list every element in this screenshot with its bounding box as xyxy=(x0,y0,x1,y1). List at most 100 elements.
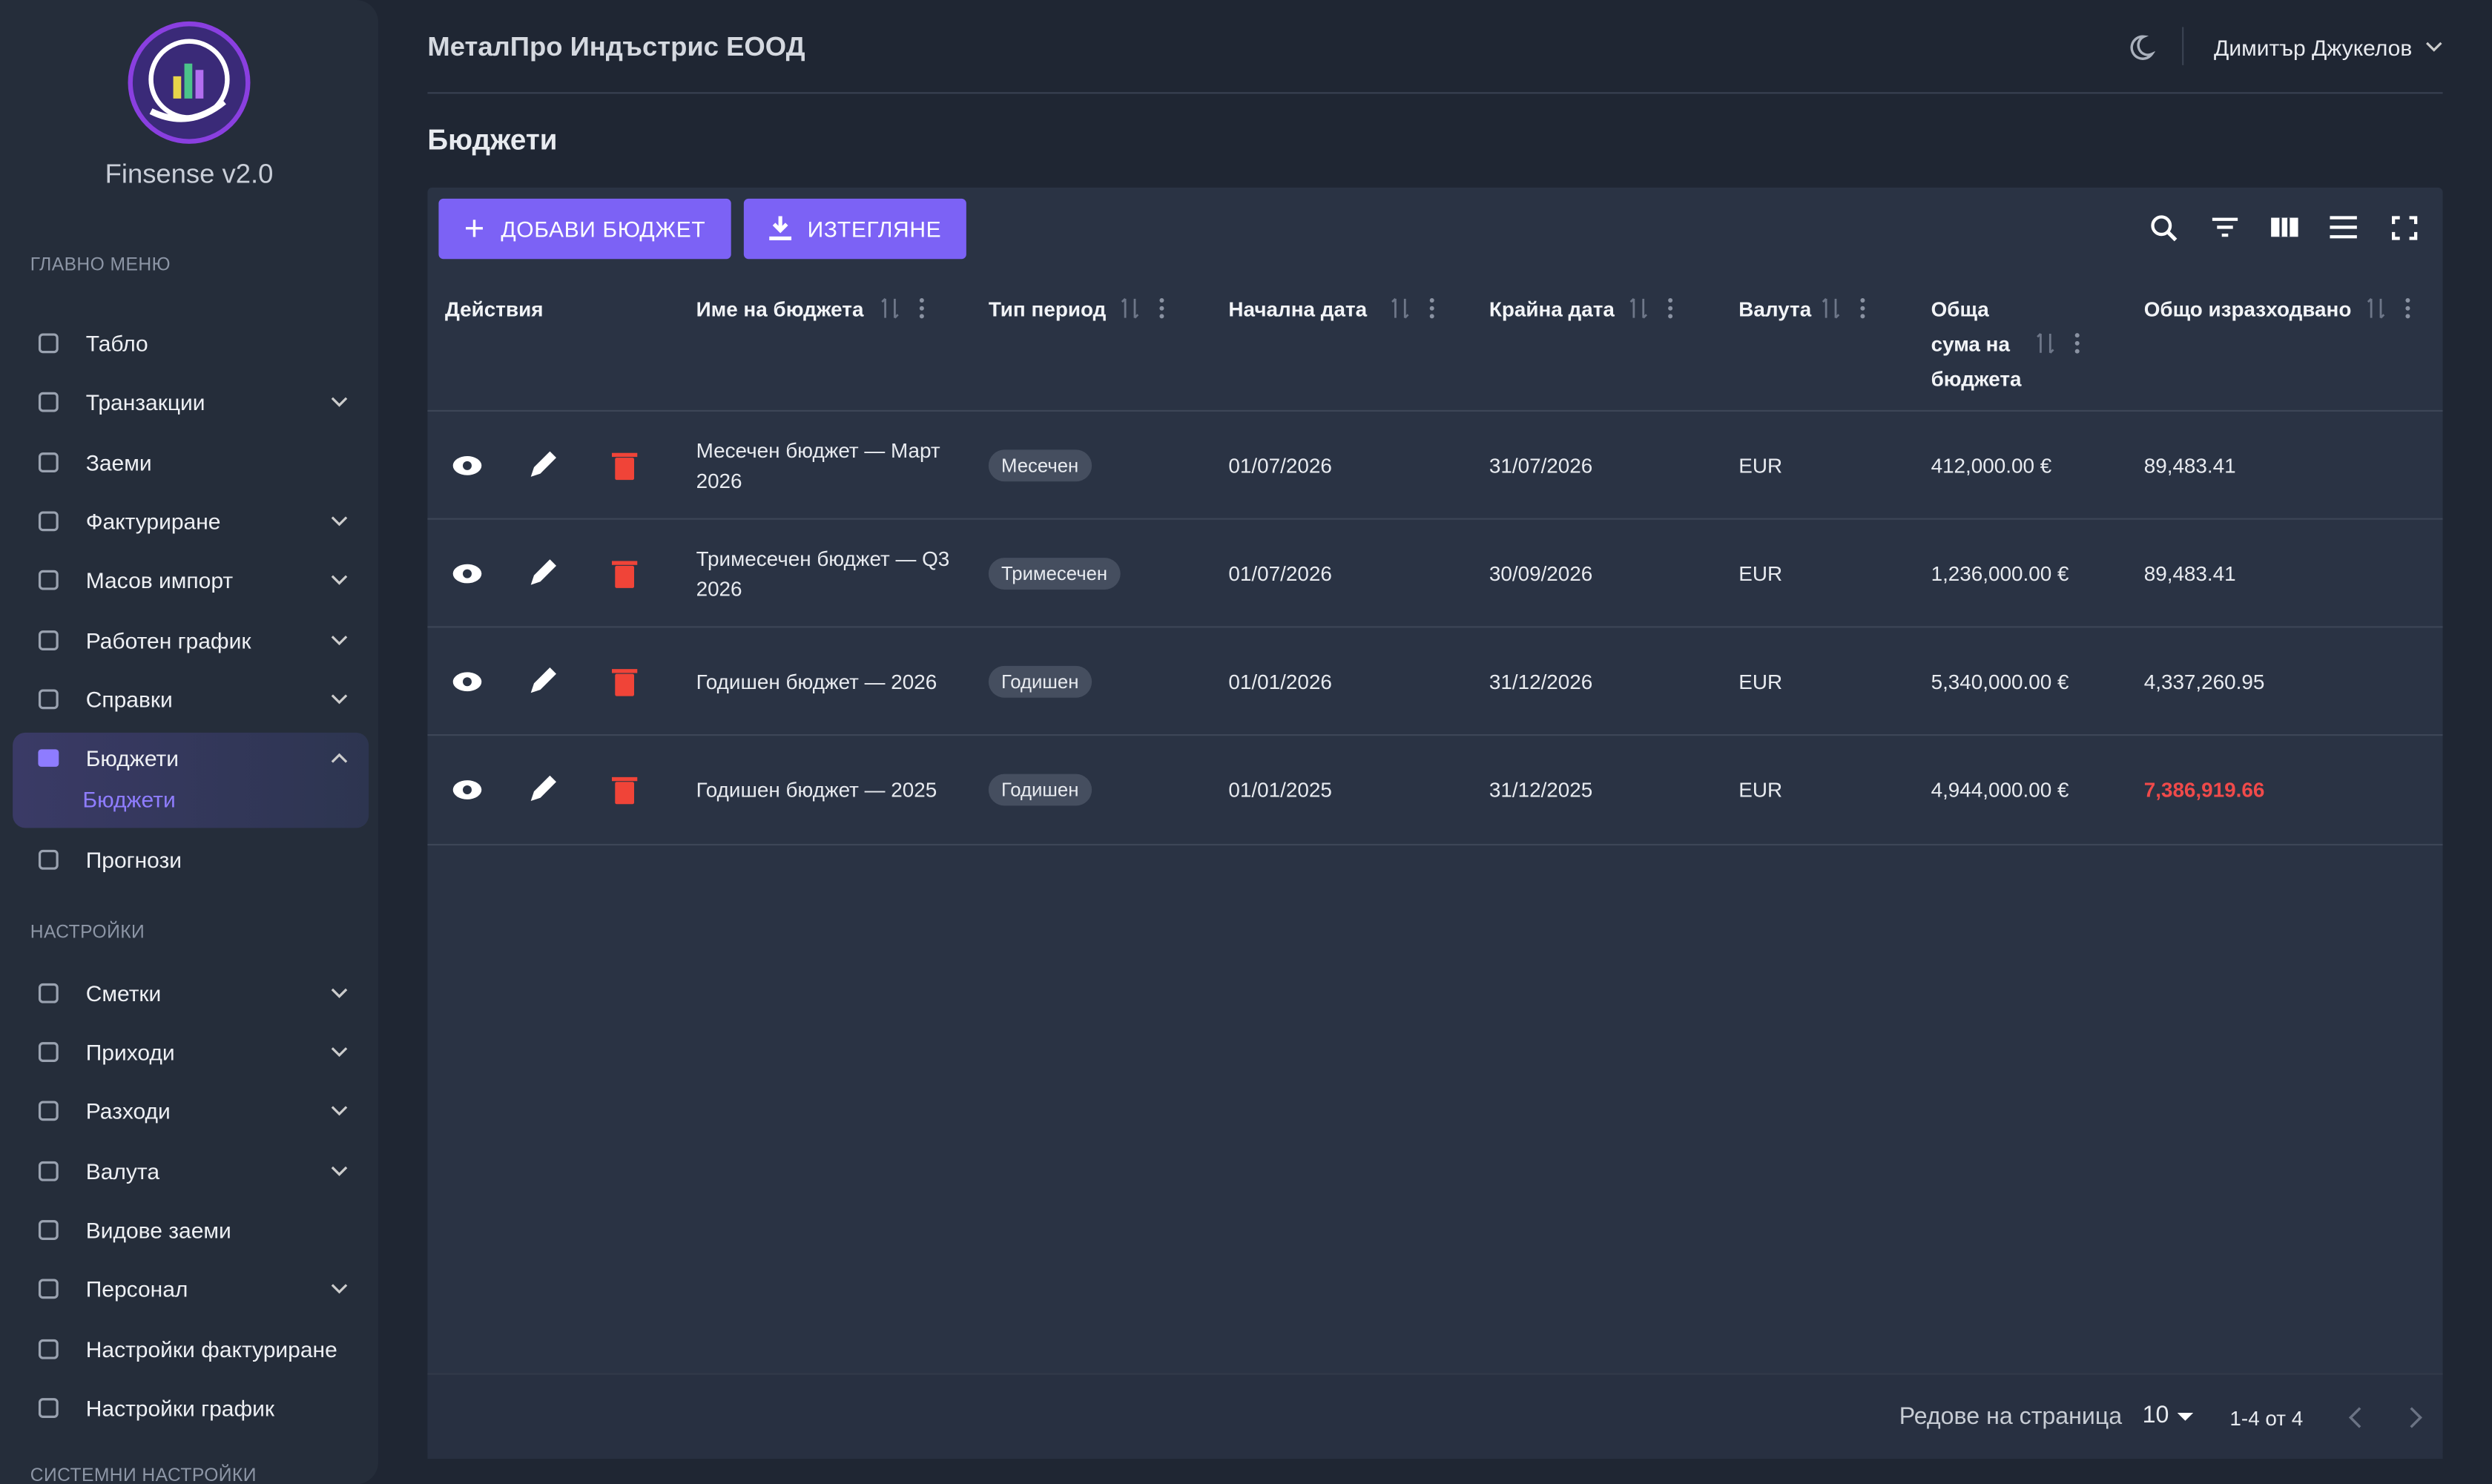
menu-item[interactable]: Настройки фактуриране xyxy=(85,1336,337,1362)
cell: Годишен xyxy=(988,665,1092,698)
download-button[interactable]: ИЗТЕГЛЯНЕ xyxy=(743,198,967,260)
column-tools[interactable] xyxy=(1121,297,1184,320)
column-tools[interactable] xyxy=(2367,297,2430,320)
budget-name: Месечен бюджет — Март 2026 xyxy=(696,438,940,493)
menu-icon xyxy=(38,749,59,767)
menu-item[interactable]: Работен график xyxy=(85,627,251,653)
column-header: Тип период xyxy=(988,297,1107,321)
menu-item[interactable]: Приходи xyxy=(85,1039,175,1065)
row-actions[interactable] xyxy=(452,448,642,483)
submenu-item[interactable]: Бюджети xyxy=(82,786,176,812)
menu-icon xyxy=(38,1161,59,1181)
menu-item[interactable]: Разходи xyxy=(85,1098,171,1124)
column-header: Начална дата xyxy=(1228,297,1368,321)
rows-per-page[interactable]: 10 xyxy=(2142,1402,2169,1429)
section-title: СИСТЕМНИ НАСТРОЙКИ xyxy=(30,1466,257,1484)
theme-toggle[interactable] xyxy=(2126,33,2155,62)
cell: EUR xyxy=(1738,777,1783,802)
menu-item[interactable]: Видове заеми xyxy=(85,1217,231,1243)
menu-chevron xyxy=(331,1166,348,1176)
user-menu[interactable]: Димитър Джукелов xyxy=(2214,35,2413,61)
period-chip: Годишен xyxy=(988,774,1092,806)
column-header: Име на бюджета xyxy=(696,297,864,321)
download-label: ИЗТЕГЛЯНЕ xyxy=(807,216,942,242)
table-tools[interactable] xyxy=(2149,213,2419,245)
menu-icon xyxy=(38,570,59,590)
cell: EUR xyxy=(1738,670,1783,694)
app-name: Finsense v2.0 xyxy=(105,159,274,189)
menu-chevron xyxy=(331,636,348,646)
table-row: Тримесечен бюджет — Q3 2026 Тримесечен 01/… xyxy=(427,518,2443,628)
menu-icon xyxy=(38,689,59,710)
page-nav[interactable] xyxy=(2347,1406,2427,1428)
cell: 89,483.41 xyxy=(2143,453,2236,478)
menu-item[interactable]: Бюджети xyxy=(85,745,179,771)
row-actions[interactable] xyxy=(452,772,642,807)
column-tools[interactable] xyxy=(2036,332,2100,354)
divider xyxy=(2182,27,2184,65)
row-actions[interactable] xyxy=(452,556,642,591)
table-row: Годишен бюджет — 2025 Годишен 01/01/2025 31… xyxy=(427,733,2443,845)
menu-icon xyxy=(38,511,59,532)
cell: 31/12/2026 xyxy=(1489,670,1593,694)
menu-item[interactable]: Табло xyxy=(85,330,148,356)
cell: 412,000.00 € xyxy=(1931,453,2052,478)
user-chevron xyxy=(2426,42,2442,52)
menu-icon xyxy=(38,392,59,412)
cell: Тримесечен xyxy=(988,558,1121,590)
menu-item[interactable]: Валута xyxy=(85,1158,160,1184)
column-header: Крайна дата xyxy=(1489,297,1615,321)
cell: 01/01/2025 xyxy=(1228,777,1332,802)
row-actions[interactable] xyxy=(452,664,642,699)
menu-item[interactable]: Сметки xyxy=(85,980,162,1006)
menu-icon xyxy=(38,333,59,354)
download-icon xyxy=(769,216,792,240)
menu-chevron xyxy=(331,397,348,407)
column-tools[interactable] xyxy=(1391,297,1454,320)
menu-item[interactable]: Справки xyxy=(85,686,173,712)
menu-item[interactable]: Персонал xyxy=(85,1276,188,1302)
header-rule xyxy=(427,92,2443,94)
menu-chevron xyxy=(331,1284,348,1294)
menu-chevron xyxy=(331,1047,348,1058)
pagination: Редове на страница 10 1-4 от 4 xyxy=(427,1373,2443,1460)
add-button[interactable]: + ДОБАВИ БЮДЖЕТ xyxy=(438,198,731,260)
menu-icon xyxy=(38,1339,59,1359)
cell: 4,944,000.00 € xyxy=(1931,777,2069,802)
rows-label: Редове на страница xyxy=(1899,1403,2123,1431)
menu-icon xyxy=(38,452,59,472)
menu-item[interactable]: Настройки график xyxy=(85,1395,275,1421)
period-chip: Тримесечен xyxy=(988,558,1121,590)
menu-item[interactable]: Заеми xyxy=(85,449,152,475)
menu-item[interactable]: Транзакции xyxy=(85,389,205,415)
menu-item[interactable]: Масов импорт xyxy=(85,567,234,593)
page-title: Бюджети xyxy=(427,124,558,156)
menu-icon xyxy=(38,1101,59,1121)
cell: 4,337,260.95 xyxy=(2143,670,2265,694)
company-name: МеталПро Индъстрис ЕООД xyxy=(427,31,805,62)
menu-chevron xyxy=(331,516,348,527)
cell: EUR xyxy=(1738,561,1783,586)
column-tools[interactable] xyxy=(1822,297,1885,320)
menu-chevron xyxy=(331,694,348,705)
menu-icon xyxy=(38,1220,59,1240)
cell: 7,386,919.66 xyxy=(2143,777,2265,802)
column-header: Обща сума на бюджета xyxy=(1931,297,2022,392)
section-title: НАСТРОЙКИ xyxy=(30,923,145,943)
cell: Месечен xyxy=(988,449,1092,482)
menu-item[interactable]: Фактуриране xyxy=(85,508,221,534)
cell: 30/09/2026 xyxy=(1489,561,1593,586)
menu-chevron xyxy=(331,575,348,585)
table-card: + ДОБАВИ БЮДЖЕТ ИЗТЕГЛЯНЕ Редове на стран… xyxy=(427,187,2443,1460)
column-tools[interactable] xyxy=(1629,297,1692,320)
menu-item[interactable]: Прогнози xyxy=(85,847,182,873)
cell: 5,340,000.00 € xyxy=(1931,670,2069,694)
cell: 1,236,000.00 € xyxy=(1931,561,2069,586)
section-title: ГЛАВНО МЕНЮ xyxy=(30,256,171,275)
cell: 01/07/2026 xyxy=(1228,561,1332,586)
logo xyxy=(128,21,251,144)
table-row: Годишен бюджет — 2026 Годишен 01/01/2026 31… xyxy=(427,626,2443,736)
page-range: 1-4 от 4 xyxy=(2229,1406,2304,1431)
add-label: ДОБАВИ БЮДЖЕТ xyxy=(501,216,706,242)
column-tools[interactable] xyxy=(880,297,944,320)
